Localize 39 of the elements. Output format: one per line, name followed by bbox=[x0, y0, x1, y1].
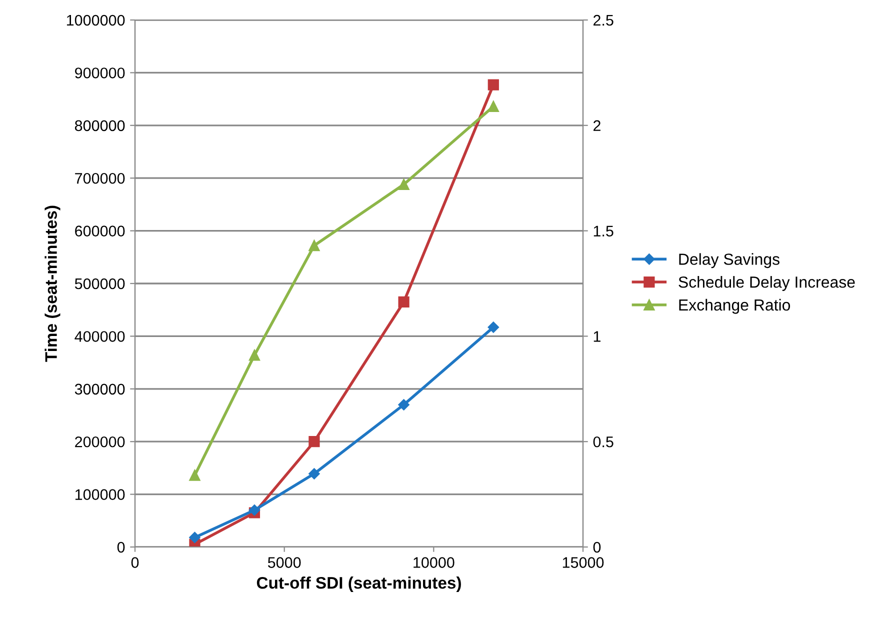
point bbox=[398, 399, 410, 410]
point bbox=[308, 468, 320, 480]
legend-label: Schedule Delay Increase bbox=[678, 276, 855, 291]
point bbox=[488, 100, 499, 112]
y-tick-label: 600000 bbox=[75, 226, 125, 236]
point bbox=[308, 436, 320, 448]
x-axis-title: Cut-off SDI (seat-minutes) bbox=[256, 576, 461, 592]
x-tick-label: 5000 bbox=[268, 557, 301, 568]
point bbox=[488, 79, 499, 90]
y-tick-label: 800000 bbox=[74, 120, 125, 132]
point bbox=[189, 532, 200, 544]
y-axis-title: Time (seat-minutes) bbox=[44, 206, 60, 362]
y2-tick-label: 0.5 bbox=[593, 436, 614, 448]
point bbox=[308, 240, 320, 252]
y-tick-label: 400000 bbox=[74, 331, 125, 342]
y-tick-label: 200000 bbox=[75, 436, 125, 448]
y-tick-label: 0 bbox=[117, 542, 125, 553]
x-tick-label: 0 bbox=[131, 557, 139, 568]
y2-tick-label: 2 bbox=[593, 120, 600, 131]
point bbox=[398, 178, 410, 190]
y2-tick-label: 2.5 bbox=[593, 14, 614, 26]
legend-label: Exchange Ratio bbox=[679, 298, 790, 314]
x-tick-label: 15000 bbox=[562, 557, 604, 568]
point bbox=[189, 470, 200, 481]
y-tick-label: 900000 bbox=[75, 68, 125, 78]
y2-tick-label: 0 bbox=[593, 542, 601, 553]
point bbox=[248, 350, 260, 361]
y2-tick-label: 1 bbox=[594, 331, 600, 342]
x-tick-label: 10000 bbox=[414, 557, 454, 568]
y-tick-label: 100000 bbox=[75, 489, 125, 500]
point bbox=[248, 504, 260, 516]
legend-label: Delay Savings bbox=[679, 253, 780, 268]
y-tick-label: 700000 bbox=[75, 172, 125, 184]
point bbox=[488, 322, 500, 333]
point bbox=[398, 296, 410, 308]
y2-tick-label: 1.5 bbox=[594, 226, 614, 236]
y-tick-label: 500000 bbox=[74, 278, 125, 290]
y-tick-label: 1000000 bbox=[66, 14, 125, 26]
y-tick-label: 300000 bbox=[74, 384, 125, 395]
